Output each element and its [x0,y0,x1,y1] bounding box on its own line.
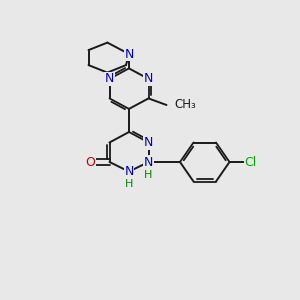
Text: N: N [124,47,134,61]
Text: O: O [85,155,95,169]
Text: H: H [144,169,153,180]
Text: H: H [125,179,133,189]
Text: N: N [144,155,153,169]
Text: N: N [105,72,114,86]
Text: N: N [124,165,134,178]
Text: N: N [144,136,153,149]
Text: N: N [144,72,153,86]
Text: Cl: Cl [244,155,256,169]
Text: CH₃: CH₃ [174,98,196,112]
